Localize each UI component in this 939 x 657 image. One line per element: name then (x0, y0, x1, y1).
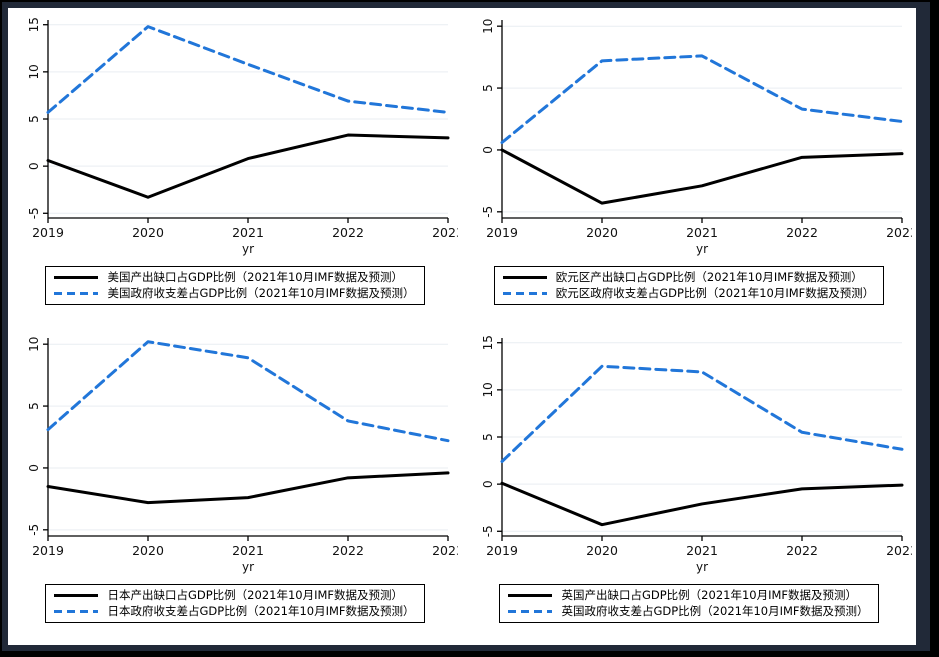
line-chart-eurozone: -5 0 5 10 2019 2020 2021 2022 2023 yr (481, 19, 912, 256)
line-chart-uk: -5 0 5 10 15 2019 2020 2021 2022 2023 yr (481, 335, 912, 574)
y-tick-label: -5 (27, 207, 41, 219)
x-tick-label: 2021 (232, 225, 264, 240)
legend-eurozone: 欧元区产出缺口占GDP比例（2021年10月IMF数据及预测） 欧元区政府收支差… (493, 266, 885, 305)
x-tick-label: 2019 (486, 225, 518, 240)
x-tick-label: 2023 (432, 225, 458, 240)
chart-panel-japan: -5 0 5 10 2019 2020 2021 2022 2023 yr 日本产出缺口占GDP比… (8, 326, 462, 645)
y-tick-label: -5 (27, 524, 41, 536)
x-tick-label: 2021 (232, 543, 264, 558)
x-tick-label: 2022 (786, 225, 818, 240)
government-balance-line (46, 340, 450, 443)
legend-us: 美国产出缺口占GDP比例（2021年10月IMF数据及预测） 美国政府收支差占G… (45, 266, 425, 305)
x-tick-label: 2022 (332, 225, 364, 240)
y-tick-label: 0 (27, 162, 41, 170)
dashed-line-sample (54, 609, 99, 613)
solid-line-sample (502, 275, 547, 279)
chart-panel-us: -5 0 5 10 15 2019 2020 2021 2022 2023 yr 美国产出缺口占GD… (8, 8, 462, 326)
legend-label: 日本政府收支差占GDP比例（2021年10月IMF数据及预测） (107, 604, 415, 618)
plot-area: -5 0 5 10 2019 2020 2021 2022 2023 yr (481, 19, 912, 256)
x-tick-label: 2019 (32, 543, 64, 558)
plot-area: -5 0 5 10 15 2019 2020 2021 2022 2023 yr (27, 17, 458, 256)
dashed-line-sample (502, 291, 547, 295)
x-tick-label: 2022 (786, 543, 818, 558)
legend-entry: 美国产出缺口占GDP比例（2021年10月IMF数据及预测） (54, 269, 414, 285)
x-tick-label: 2023 (886, 225, 912, 240)
x-tick-label: 2020 (132, 543, 164, 558)
line-chart-us: -5 0 5 10 15 2019 2020 2021 2022 2023 yr (27, 17, 458, 256)
legend-entry: 英国产出缺口占GDP比例（2021年10月IMF数据及预测） (508, 587, 868, 603)
solid-line-sample (54, 275, 99, 279)
y-tick-label: 5 (481, 433, 495, 441)
x-tick-label: 2021 (686, 543, 718, 558)
y-tick-label: 0 (481, 480, 495, 488)
figure-canvas: -5 0 5 10 15 2019 2020 2021 2022 2023 yr 美国产出缺口占GD… (8, 8, 916, 645)
legend-entry: 日本政府收支差占GDP比例（2021年10月IMF数据及预测） (54, 603, 415, 619)
legend-label: 欧元区政府收支差占GDP比例（2021年10月IMF数据及预测） (555, 286, 875, 300)
legend-entry: 美国政府收支差占GDP比例（2021年10月IMF数据及预测） (54, 285, 415, 301)
y-tick-label: 10 (27, 337, 41, 352)
legend-japan: 日本产出缺口占GDP比例（2021年10月IMF数据及预测） 日本政府收支差占G… (45, 584, 425, 623)
x-tick-label: 2021 (686, 225, 718, 240)
x-axis-title: yr (696, 242, 708, 256)
solid-line-sample (54, 593, 99, 597)
x-tick-label: 2023 (432, 543, 458, 558)
x-tick-label: 2019 (32, 225, 64, 240)
y-tick-label: -5 (481, 206, 495, 218)
dashed-line-sample (508, 609, 553, 613)
legend-entry: 欧元区产出缺口占GDP比例（2021年10月IMF数据及预测） (502, 269, 875, 285)
image-border-frame: -5 0 5 10 15 2019 2020 2021 2022 2023 yr 美国产出缺口占GD… (2, 2, 930, 651)
x-axis-title: yr (696, 560, 708, 574)
x-tick-label: 2020 (586, 543, 618, 558)
legend-label: 日本产出缺口占GDP比例（2021年10月IMF数据及预测） (107, 588, 404, 602)
legend-entry: 日本产出缺口占GDP比例（2021年10月IMF数据及预测） (54, 587, 414, 603)
y-tick-label: 10 (481, 19, 495, 34)
y-tick-label: 5 (481, 84, 495, 92)
dashed-line-sample (54, 291, 99, 295)
line-chart-japan: -5 0 5 10 2019 2020 2021 2022 2023 yr (27, 337, 458, 574)
plot-area: -5 0 5 10 2019 2020 2021 2022 2023 yr (27, 337, 458, 574)
legend-entry: 欧元区政府收支差占GDP比例（2021年10月IMF数据及预测） (502, 285, 875, 301)
output-gap-line (46, 133, 450, 199)
legend-label: 欧元区产出缺口占GDP比例（2021年10月IMF数据及预测） (555, 270, 863, 284)
solid-line-sample (508, 593, 553, 597)
chart-panel-eurozone: -5 0 5 10 2019 2020 2021 2022 2023 yr 欧元区产出缺口占GDP… (462, 8, 916, 326)
output-gap-line (46, 471, 450, 505)
legend-label: 英国产出缺口占GDP比例（2021年10月IMF数据及预测） (561, 588, 858, 602)
legend-entry: 英国政府收支差占GDP比例（2021年10月IMF数据及预测） (508, 603, 869, 619)
x-tick-label: 2023 (886, 543, 912, 558)
government-balance-line (46, 25, 450, 114)
legend-uk: 英国产出缺口占GDP比例（2021年10月IMF数据及预测） 英国政府收支差占G… (499, 584, 879, 623)
output-gap-line (500, 481, 904, 527)
government-balance-line (500, 54, 904, 145)
y-tick-label: 0 (27, 464, 41, 472)
x-tick-label: 2022 (332, 543, 364, 558)
x-tick-label: 2019 (486, 543, 518, 558)
government-balance-line (500, 364, 904, 464)
x-axis-title: yr (242, 560, 254, 574)
plot-area: -5 0 5 10 15 2019 2020 2021 2022 2023 yr (481, 335, 912, 574)
y-tick-label: 15 (27, 17, 41, 32)
legend-label: 美国产出缺口占GDP比例（2021年10月IMF数据及预测） (107, 270, 404, 284)
chart-panel-uk: -5 0 5 10 15 2019 2020 2021 2022 2023 yr 英国产出缺口占GD… (462, 326, 916, 645)
y-tick-label: 10 (481, 382, 495, 397)
y-tick-label: 0 (481, 146, 495, 154)
y-tick-label: -5 (481, 525, 495, 537)
chart-grid: -5 0 5 10 15 2019 2020 2021 2022 2023 yr 美国产出缺口占GD… (8, 8, 916, 645)
y-tick-label: 10 (27, 64, 41, 79)
y-tick-label: 15 (481, 335, 495, 350)
legend-label: 美国政府收支差占GDP比例（2021年10月IMF数据及预测） (107, 286, 415, 300)
x-tick-label: 2020 (586, 225, 618, 240)
x-axis-title: yr (242, 242, 254, 256)
y-tick-label: 5 (27, 402, 41, 410)
x-tick-label: 2020 (132, 225, 164, 240)
legend-label: 英国政府收支差占GDP比例（2021年10月IMF数据及预测） (561, 604, 869, 618)
y-tick-label: 5 (27, 115, 41, 123)
output-gap-line (500, 148, 904, 205)
